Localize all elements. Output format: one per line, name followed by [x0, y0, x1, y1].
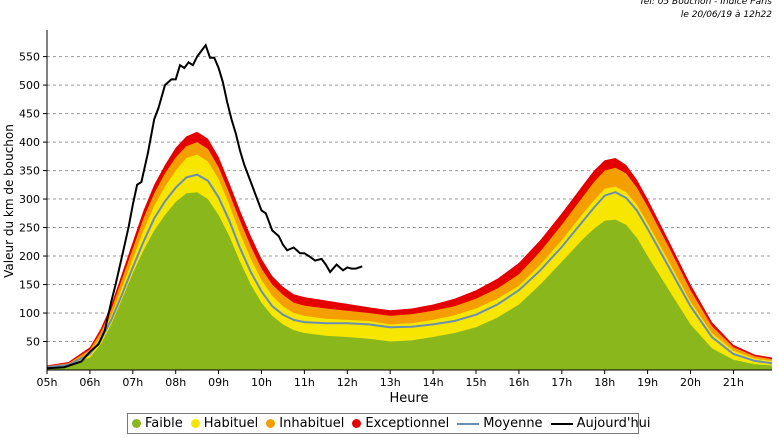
legend-dot-icon — [190, 419, 200, 428]
series-lines — [46, 43, 773, 370]
line-moyenne — [46, 173, 773, 369]
x-tick-label: 19h — [637, 376, 658, 389]
x-tick-label: 14h — [423, 376, 444, 389]
legend-item: Moyenne — [457, 416, 543, 431]
x-tick-label: 15h — [466, 376, 487, 389]
x-tick-label: 21h — [723, 376, 744, 389]
line-aujourdhui — [46, 43, 363, 370]
traffic-chart: 50 100 150 200 250 300 350 400 450 500 550 05h 06h 07… — [2, 30, 773, 406]
x-axis-label: Heure — [389, 391, 428, 406]
header-line-1: Tel: 05 Bouchon - Indice Paris — [639, 0, 772, 7]
legend-label: Inhabituel — [279, 416, 345, 431]
y-tick-label: 450 — [19, 108, 40, 121]
y-tick-label: 200 — [19, 250, 40, 263]
legend-dot-icon — [352, 419, 362, 428]
band-areas — [47, 131, 772, 370]
legend-item: Exceptionnel — [352, 416, 449, 431]
x-tick-label: 11h — [294, 376, 315, 389]
area-faible — [47, 192, 772, 370]
y-tick-label: 300 — [19, 193, 40, 206]
x-tick-label: 12h — [337, 376, 358, 389]
legend-dot-icon — [132, 419, 141, 428]
legend-line-icon — [550, 422, 573, 425]
y-tick-label: 350 — [19, 165, 40, 178]
x-tick-label: 06h — [79, 376, 100, 389]
x-tick-label: 18h — [594, 376, 615, 389]
legend-dot-icon — [266, 419, 276, 428]
x-tick-label: 07h — [122, 376, 143, 389]
y-tick-label: 500 — [19, 79, 40, 92]
header-line-2: le 20/06/19 à 12h22 — [680, 10, 772, 20]
x-tick-label: 13h — [380, 376, 401, 389]
x-tick-label: 05h — [37, 376, 58, 389]
legend-label: Habituel — [203, 416, 259, 431]
x-tick-label: 09h — [208, 376, 229, 389]
legend-label: Faible — [145, 416, 183, 431]
legend-label: Aujourd'hui — [576, 416, 651, 431]
x-tick-label: 20h — [680, 376, 701, 389]
y-tick-label: 250 — [19, 222, 40, 235]
x-tick-label: 10h — [251, 376, 272, 389]
legend-label: Moyenne — [483, 416, 543, 431]
legend-line-icon — [457, 422, 480, 425]
update-info: Tel: 05 Bouchon - Indice Paris le 20/06/… — [639, 0, 772, 22]
y-tick-label: 400 — [19, 136, 40, 149]
legend-item: Aujourd'hui — [550, 416, 651, 431]
chart-legend: Faible Habituel Inhabituel Exceptionnel Moye… — [127, 413, 651, 434]
y-tick-label: 150 — [19, 279, 40, 292]
legend-item: Inhabituel — [266, 416, 344, 431]
x-tick-label: 17h — [551, 376, 572, 389]
legend-label: Exceptionnel — [365, 416, 450, 431]
y-axis-label: Valeur du km de bouchon — [2, 124, 16, 278]
x-tick-label: 16h — [508, 376, 529, 389]
y-tick-label: 100 — [19, 307, 40, 320]
legend-item: Habituel — [190, 416, 259, 431]
axes: 50 100 150 200 250 300 350 400 450 500 550 05h 06h 07… — [19, 30, 772, 389]
y-tick-label: 50 — [26, 336, 40, 349]
legend-item: Faible — [132, 416, 183, 431]
x-tick-label: 08h — [165, 376, 186, 389]
y-tick-label: 550 — [19, 51, 40, 64]
